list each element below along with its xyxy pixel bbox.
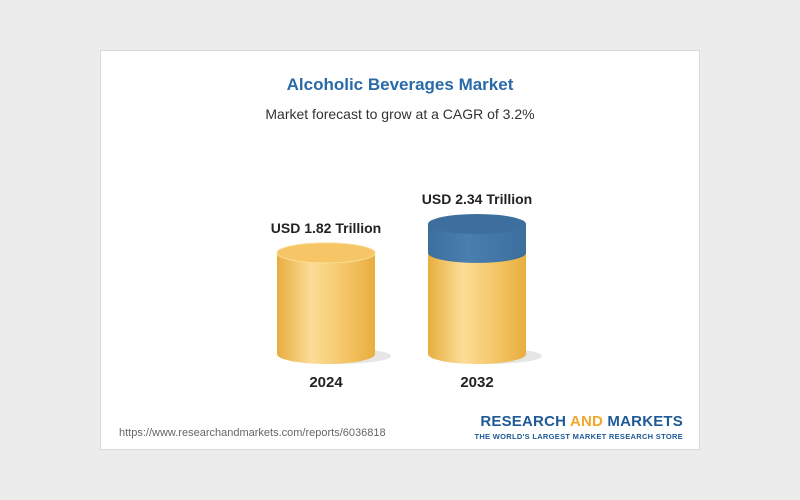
bar-2024 — [277, 252, 375, 364]
bar-2032-growth — [428, 224, 526, 263]
category-label-2032: 2032 — [460, 374, 493, 391]
brand-logo: RESEARCH AND MARKETS THE WORLD'S LARGEST… — [474, 413, 683, 441]
value-label-2032: USD 2.34 Trillion — [422, 191, 532, 207]
chart-subtitle: Market forecast to grow at a CAGR of 3.2… — [265, 106, 535, 122]
chart-title: Alcoholic Beverages Market — [286, 75, 514, 94]
source-url[interactable]: https://www.researchandmarkets.com/repor… — [119, 427, 386, 439]
brand-name-markets: MARKETS — [603, 413, 683, 430]
brand-name: RESEARCH AND MARKETS — [474, 413, 683, 430]
brand-name-and: AND — [569, 413, 604, 430]
chart-card: Alcoholic Beverages Market Market foreca… — [100, 50, 700, 450]
category-label-2024: 2024 — [309, 374, 343, 391]
bar-2032-base — [428, 252, 526, 364]
brand-name-research: RESEARCH — [480, 413, 570, 430]
bar-2024-top — [276, 242, 376, 264]
brand-tagline: THE WORLD'S LARGEST MARKET RESEARCH STOR… — [474, 432, 683, 441]
bar-chart: USD 1.82 Trillion 2024 USD 2.34 Trillion 20… — [271, 191, 542, 391]
bar-2032-top — [428, 214, 526, 234]
value-label-2024: USD 1.82 Trillion — [271, 220, 381, 236]
